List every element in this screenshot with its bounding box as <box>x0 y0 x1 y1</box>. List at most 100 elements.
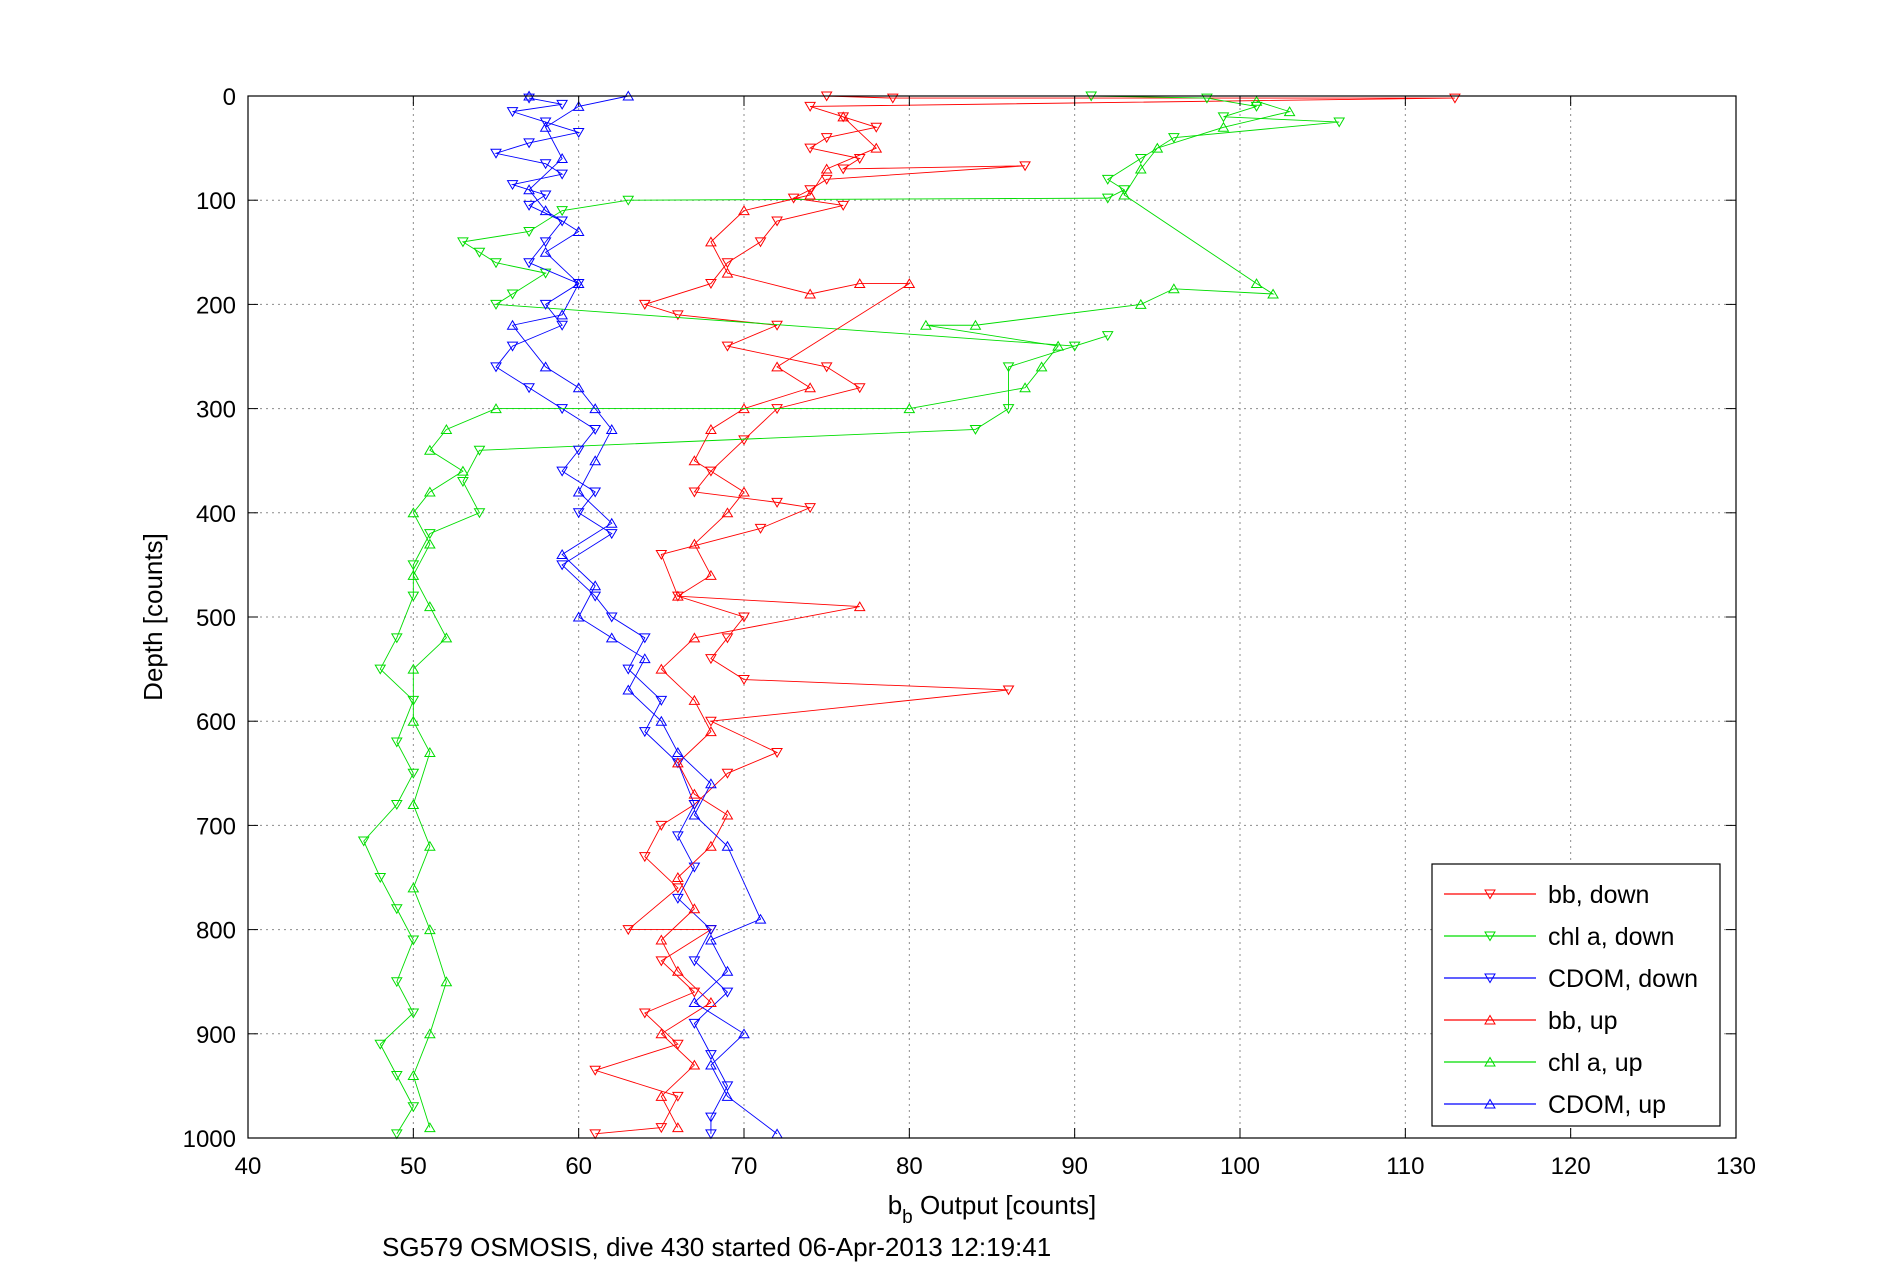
data-point <box>721 965 734 976</box>
data-point <box>903 278 916 289</box>
data-point <box>407 799 420 810</box>
data-point <box>440 632 453 643</box>
data-point <box>671 1122 684 1133</box>
y-tick-label: 800 <box>196 918 236 945</box>
data-point <box>622 664 635 675</box>
data-point <box>853 154 866 165</box>
data-point <box>440 976 453 987</box>
series-line <box>511 95 778 1135</box>
data-point <box>1101 193 1114 204</box>
data-point <box>721 341 734 352</box>
data-point <box>671 872 684 882</box>
data-point <box>688 788 701 799</box>
y-tick-label: 300 <box>196 397 236 424</box>
data-point <box>721 840 734 851</box>
data-point <box>357 836 370 847</box>
series-line <box>363 95 1340 1135</box>
data-point <box>407 935 420 946</box>
data-point <box>1101 331 1114 342</box>
x-axis-label-subscript: b <box>902 1207 913 1228</box>
data-point <box>539 268 552 279</box>
data-point <box>572 508 585 519</box>
data-point <box>754 913 767 924</box>
data-point <box>473 445 486 456</box>
y-tick-label: 100 <box>196 188 236 215</box>
data-point <box>870 122 883 133</box>
data-point <box>1019 382 1031 393</box>
y-tick-label: 1000 <box>183 1126 236 1153</box>
data-point <box>523 383 535 394</box>
data-point <box>671 746 684 757</box>
data-point <box>705 654 717 665</box>
data-point <box>1118 185 1131 196</box>
data-point <box>705 1112 717 1123</box>
x-tick-label: 70 <box>731 1153 758 1180</box>
data-point <box>820 133 833 144</box>
data-point <box>407 507 420 518</box>
x-tick-label: 50 <box>400 1153 427 1180</box>
data-point <box>638 633 651 644</box>
data-point <box>903 403 916 414</box>
data-point <box>523 93 535 104</box>
data-point <box>771 320 783 331</box>
data-point <box>572 225 585 236</box>
legend-box <box>1431 863 1721 1127</box>
data-point <box>738 675 750 686</box>
data-point <box>754 237 767 248</box>
data-point <box>804 382 817 393</box>
data-point <box>705 840 717 851</box>
data-point <box>605 529 618 540</box>
data-point <box>771 361 783 372</box>
x-tick-label: 90 <box>1061 1153 1088 1180</box>
data-point <box>523 200 535 211</box>
data-point <box>407 569 420 580</box>
y-tick-label: 500 <box>196 605 236 632</box>
data-point <box>423 486 436 497</box>
data-point <box>572 382 585 393</box>
data-point <box>688 1018 701 1029</box>
data-point <box>804 185 817 196</box>
data-point <box>688 809 701 820</box>
data-point <box>688 862 701 873</box>
series-5 <box>506 90 783 1139</box>
data-point <box>705 279 717 290</box>
data-point <box>490 299 502 310</box>
data-point <box>1002 362 1015 373</box>
series-2 <box>490 93 734 1140</box>
data-point <box>721 633 734 644</box>
data-point <box>457 465 469 476</box>
data-point <box>655 663 668 674</box>
data-point <box>523 226 535 237</box>
series-layer <box>357 90 1461 1140</box>
legend-label: bb, up <box>1548 1007 1618 1035</box>
data-point <box>490 258 502 269</box>
data-point <box>622 195 635 206</box>
data-point <box>374 873 387 883</box>
data-point <box>423 444 436 455</box>
data-point <box>556 99 569 110</box>
data-point <box>1052 340 1065 351</box>
data-point <box>539 117 552 128</box>
data-point <box>638 1008 651 1019</box>
data-point <box>638 727 651 738</box>
data-point <box>556 560 569 571</box>
legend-marker <box>1484 1098 1496 1109</box>
legend-marker <box>1484 973 1496 984</box>
data-point <box>1167 283 1180 294</box>
data-point <box>539 205 552 216</box>
legend: bb, down chl a, down CDOM, down bb, up chl a… <box>1431 863 1721 1127</box>
data-point <box>804 288 817 299</box>
data-point <box>655 820 668 831</box>
data-point <box>457 237 469 248</box>
data-point <box>804 503 817 514</box>
data-point <box>688 987 701 998</box>
data-point <box>1333 117 1346 128</box>
data-point <box>705 1129 717 1140</box>
series-0 <box>589 91 1461 1140</box>
data-point <box>837 111 850 122</box>
data-point <box>671 883 684 894</box>
data-point <box>539 361 552 372</box>
x-tick-label: 80 <box>896 1153 923 1180</box>
